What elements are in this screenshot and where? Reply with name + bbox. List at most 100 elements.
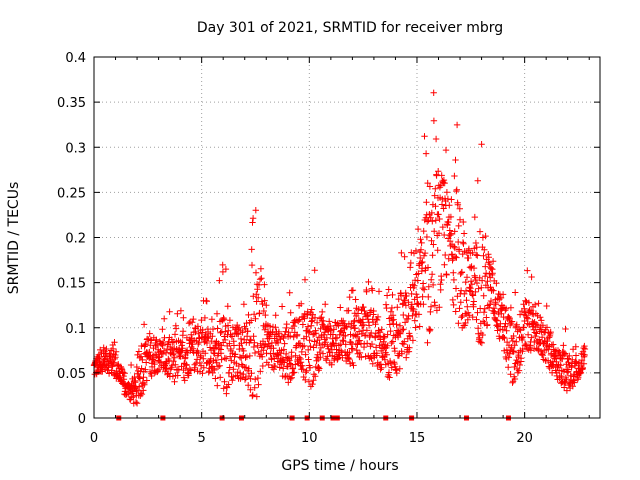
data-point [545, 346, 552, 353]
data-point [160, 338, 167, 346]
x-tick-label: 5 [198, 431, 206, 446]
data-point [450, 269, 457, 276]
data-point [305, 346, 312, 354]
data-point [521, 305, 528, 312]
data-point [420, 280, 427, 287]
data-point [228, 333, 236, 340]
data-point [209, 333, 216, 340]
data-point [565, 381, 573, 389]
data-point [488, 286, 495, 293]
data-point [483, 314, 490, 321]
data-point [372, 344, 380, 351]
data-point [280, 346, 287, 353]
data-point [482, 270, 490, 277]
data-point [509, 379, 516, 386]
data-point [349, 345, 356, 353]
data-point [240, 370, 247, 378]
data-point [405, 299, 412, 306]
data-point [260, 307, 267, 315]
y-tick-label: 0.4 [65, 51, 86, 66]
data-point [428, 271, 436, 278]
data-point [410, 305, 417, 313]
data-point [316, 348, 323, 356]
data-point [363, 327, 371, 334]
data-point [446, 227, 453, 234]
data-point [448, 196, 455, 203]
data-point [435, 230, 443, 237]
data-point [401, 338, 408, 345]
axis-ticks: 0 0.05 0.1 0.15 0.2 0.25 0.3 0.35 0.4 0 5 10 15 20 [57, 51, 600, 446]
data-point [460, 218, 467, 226]
data-point [438, 201, 446, 208]
data-point [414, 277, 421, 284]
data-point [406, 333, 414, 340]
data-point [523, 314, 530, 321]
data-point [398, 350, 406, 357]
data-point [225, 327, 232, 334]
data-point [430, 89, 437, 96]
data-point [302, 376, 309, 384]
data-point [170, 358, 177, 365]
data-point [222, 265, 230, 273]
data-point [239, 329, 246, 336]
data-point [216, 362, 223, 369]
data-point [452, 253, 459, 260]
data-point [396, 322, 404, 329]
data-point [511, 342, 518, 349]
data-point [203, 339, 211, 347]
data-point [182, 348, 190, 356]
data-point [531, 301, 539, 308]
data-point [393, 369, 400, 377]
data-point [140, 321, 148, 328]
data-point [480, 309, 488, 316]
data-point [311, 338, 318, 345]
data-point [200, 364, 207, 371]
data-point [180, 374, 188, 381]
data-point [566, 352, 573, 360]
data-point [277, 350, 284, 357]
data-point [425, 283, 432, 290]
data-point [409, 337, 417, 344]
data-point [561, 384, 568, 391]
data-point [427, 303, 435, 310]
data-point [522, 297, 529, 304]
data-point [345, 355, 352, 362]
data-point [569, 383, 576, 390]
data-point [309, 331, 317, 338]
data-point [280, 365, 287, 372]
data-point [236, 353, 244, 361]
data-point [403, 292, 410, 300]
data-point [473, 244, 480, 251]
data-point [263, 302, 270, 309]
data-point [304, 308, 311, 315]
data-point [527, 307, 535, 314]
data-point [427, 326, 434, 333]
data-point [350, 362, 357, 369]
data-point [141, 381, 148, 388]
data-point [286, 360, 294, 367]
data-point [438, 172, 445, 179]
data-point [538, 317, 545, 324]
data-point [386, 321, 393, 328]
data-point [413, 291, 420, 298]
data-point [476, 228, 484, 235]
data-point [261, 297, 268, 304]
data-point [417, 236, 424, 243]
data-point [189, 345, 197, 352]
data-point [497, 294, 505, 302]
data-point [136, 375, 144, 382]
data-point [337, 347, 345, 355]
data-point [558, 373, 565, 380]
data-point [465, 254, 472, 262]
data-point [453, 121, 461, 129]
data-point [282, 328, 289, 335]
data-point [278, 303, 286, 310]
data-point [285, 379, 292, 386]
data-point [389, 317, 396, 324]
data-point [380, 334, 388, 342]
data-point [152, 342, 159, 350]
data-point [236, 369, 244, 377]
data-point [451, 228, 458, 235]
data-point [578, 356, 586, 364]
data-point [428, 209, 435, 217]
